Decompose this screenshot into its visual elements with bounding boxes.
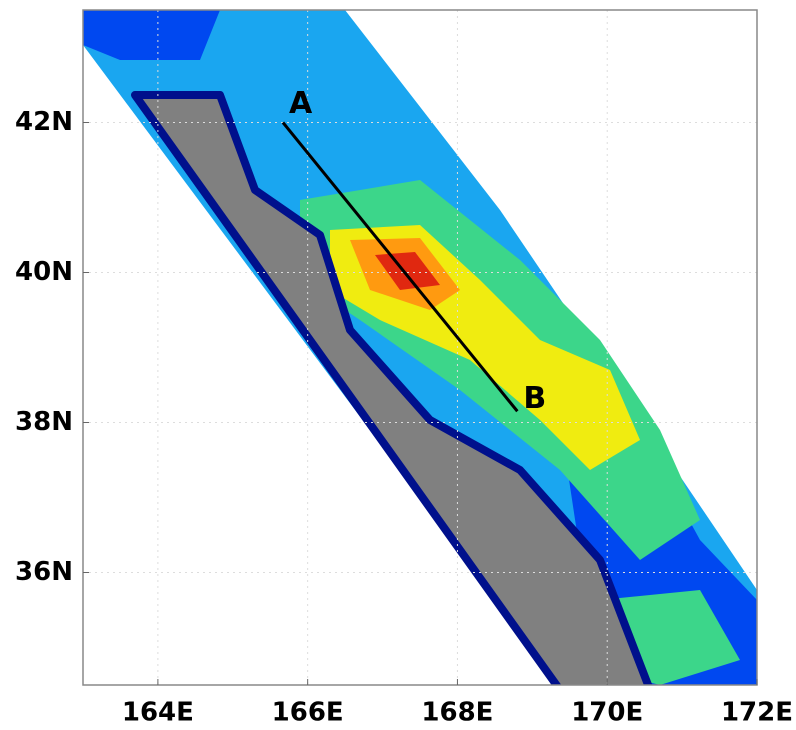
x-tick-label: 164E: [122, 698, 194, 728]
y-tick-label: 38N: [15, 407, 73, 437]
y-tick-label: 42N: [15, 107, 73, 137]
x-tick-label: 168E: [421, 698, 493, 728]
section-end-label: B: [523, 381, 546, 416]
cross-section-line: [281, 121, 519, 413]
no-rain: [131, 91, 653, 685]
frame: [82, 9, 758, 686]
y-tick-label: 36N: [15, 557, 73, 587]
y-tick-label: 40N: [15, 257, 73, 287]
x-tick-label: 166E: [272, 698, 344, 728]
low-rain: [83, 10, 220, 60]
x-tick-label: 170E: [571, 698, 643, 728]
extreme-rain: [375, 252, 440, 290]
section-start-label: A: [289, 86, 313, 121]
x-tick-label: 172E: [721, 698, 793, 728]
swath: [83, 10, 757, 685]
